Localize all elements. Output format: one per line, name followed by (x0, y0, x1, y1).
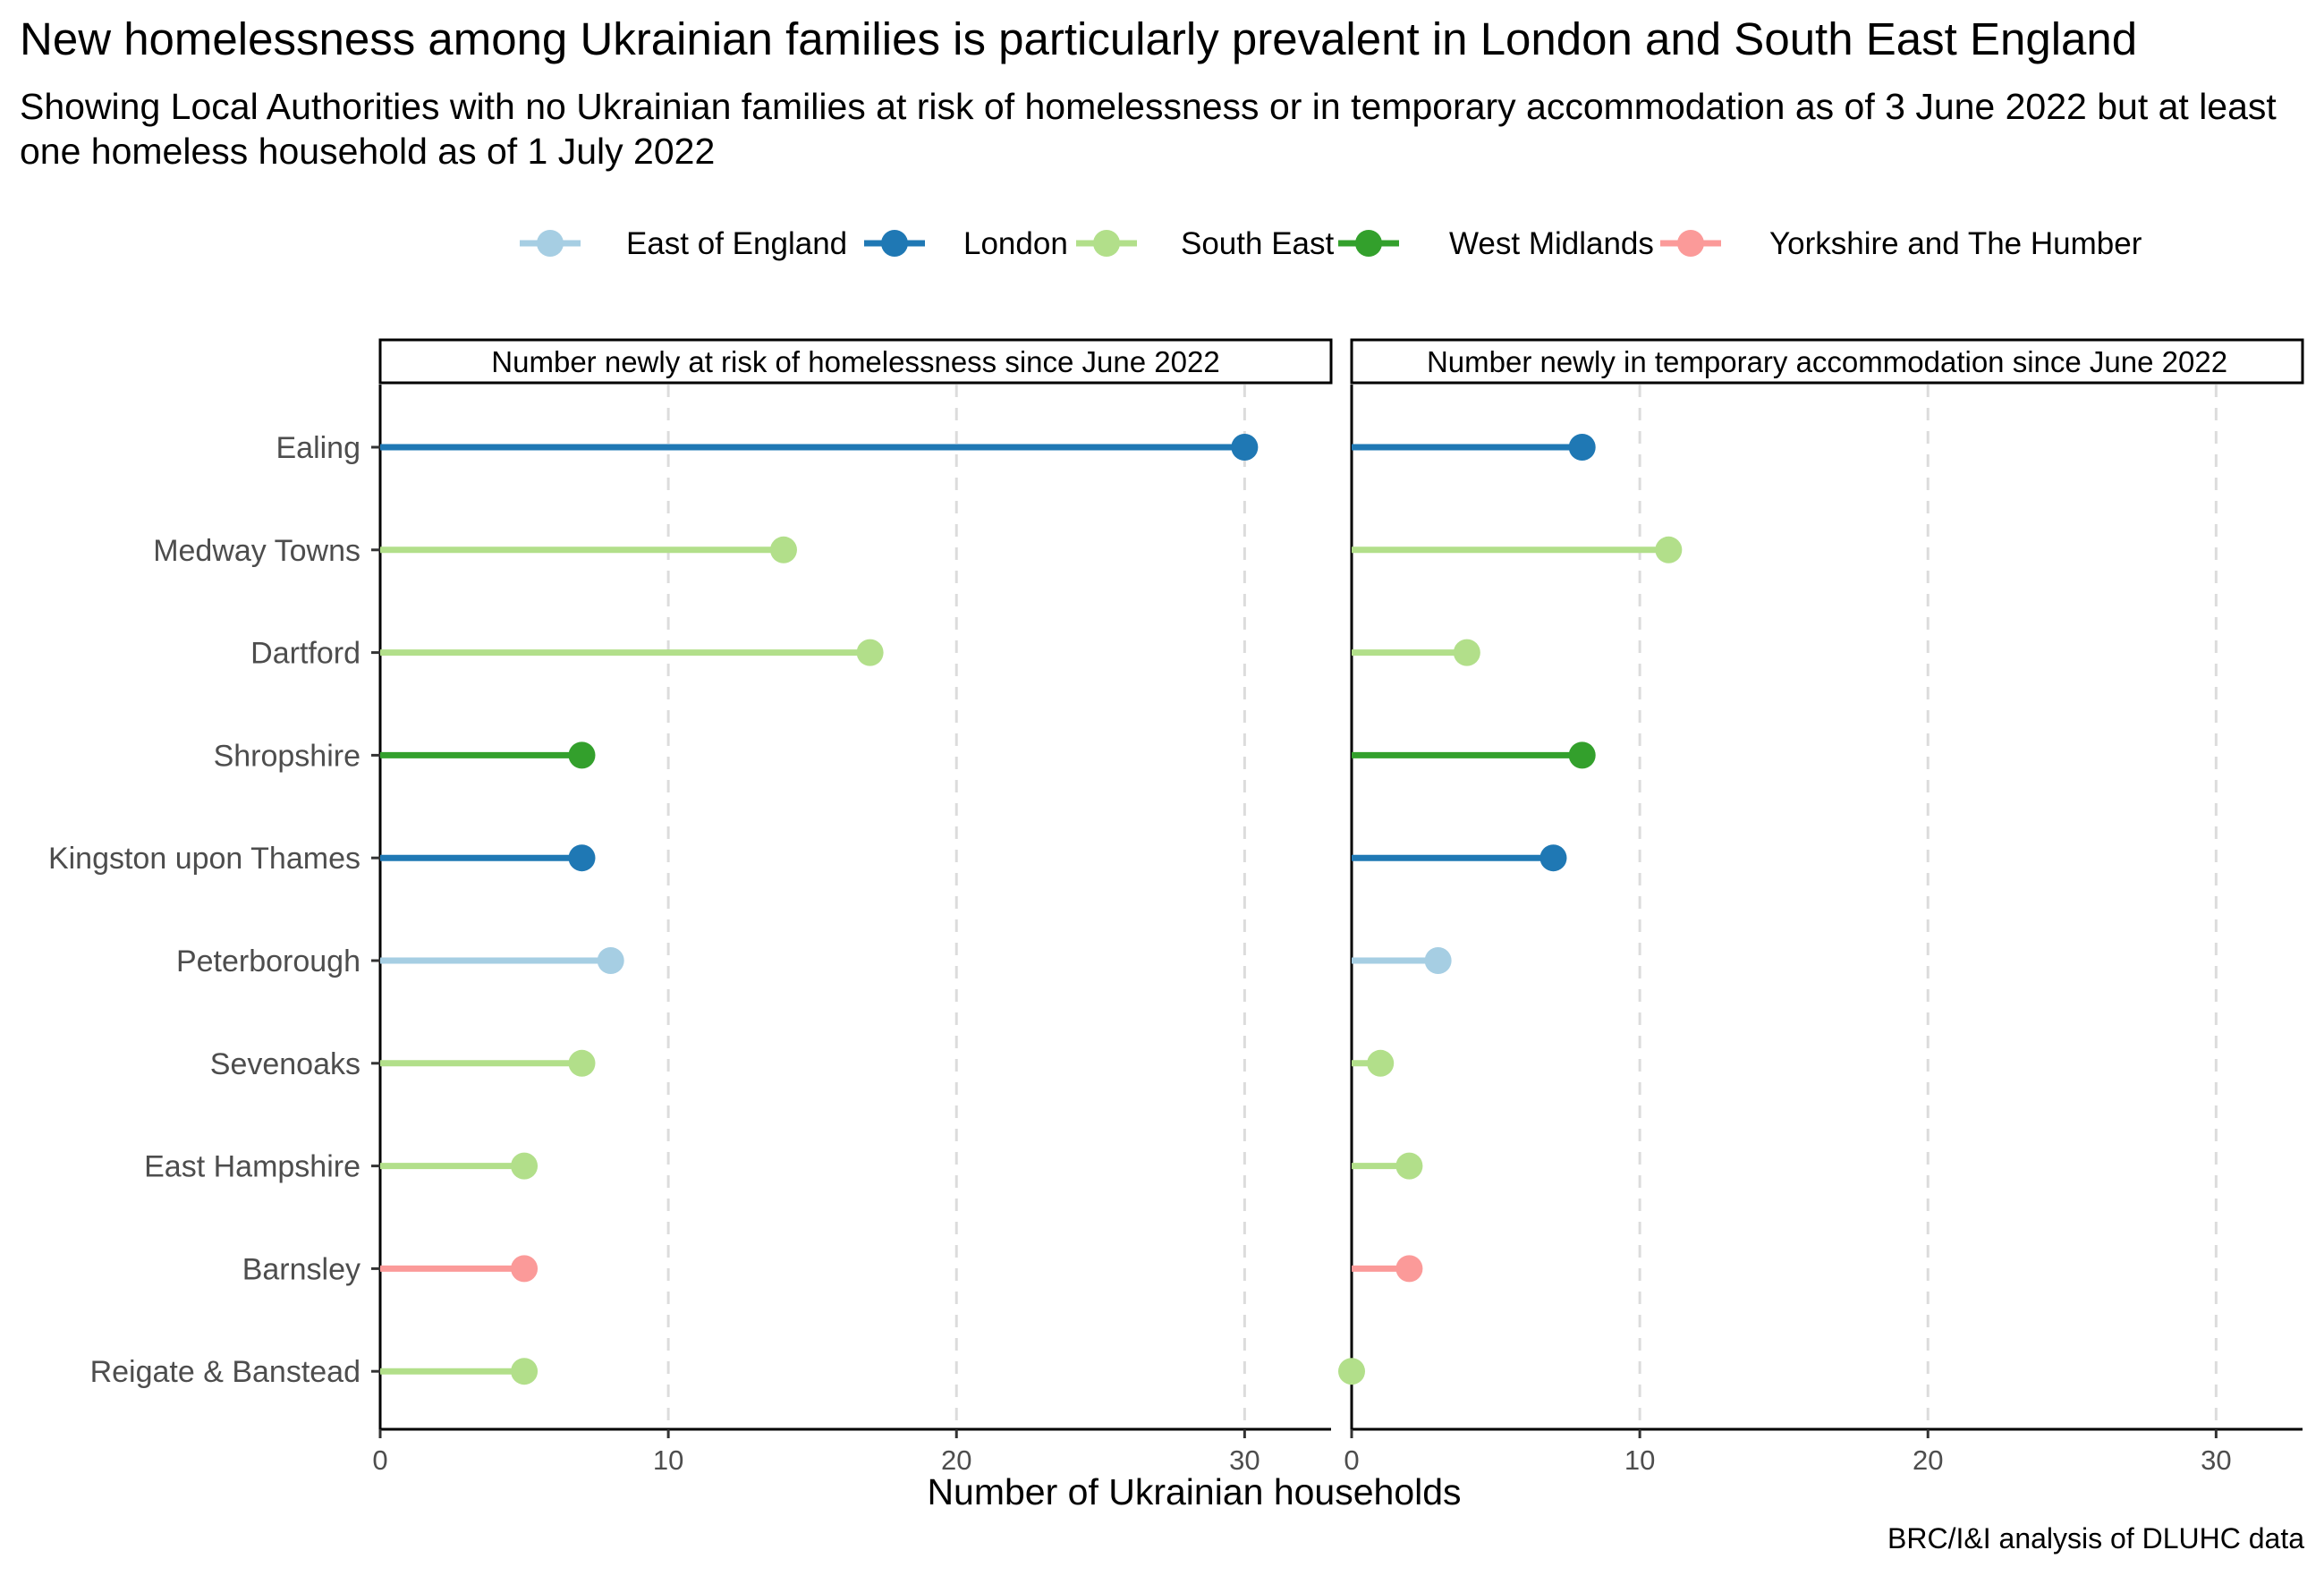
y-category-label-7: East Hampshire (144, 1150, 360, 1184)
x-tick-label-1-3: 30 (2201, 1444, 2231, 1476)
legend-key-dot-1 (881, 230, 908, 257)
lollipop-point-1-1 (1655, 536, 1683, 563)
lollipop-point-1-4 (1539, 844, 1567, 872)
y-category-label-0: Ealing (276, 431, 360, 465)
legend-key-dot-3 (1355, 230, 1382, 257)
lollipop-point-0-2 (856, 639, 884, 666)
legend-key-dot-2 (1093, 230, 1120, 257)
lollipop-point-0-8 (511, 1255, 539, 1283)
lollipop-point-1-8 (1395, 1255, 1423, 1283)
lollipop-point-0-9 (511, 1358, 539, 1385)
x-tick-label-1-1: 10 (1624, 1444, 1655, 1476)
panel-strip-1 (1350, 338, 2304, 385)
lollipop-point-1-0 (1568, 434, 1596, 461)
y-category-label-5: Peterborough (176, 944, 360, 978)
legend-label-3: West Midlands (1449, 226, 1654, 261)
lollipop-point-0-5 (597, 947, 624, 974)
y-category-label-4: Kingston upon Thames (48, 842, 360, 876)
panel-title-1: Number newly in temporary accommodation … (1427, 345, 2227, 378)
lollipop-point-1-3 (1568, 741, 1596, 769)
legend-label-2: South East (1181, 226, 1334, 261)
lollipop-point-1-9 (1338, 1358, 1365, 1385)
lollipop-point-0-1 (769, 536, 797, 563)
x-tick-label-1-2: 20 (1913, 1444, 1943, 1476)
legend-label-4: Yorkshire and The Humber (1769, 226, 2142, 261)
lollipop-point-1-7 (1395, 1152, 1423, 1180)
y-category-label-3: Shropshire (214, 739, 360, 773)
chart-title: New homelessness among Ukrainian familie… (20, 13, 2138, 64)
x-tick-label-0-2: 20 (941, 1444, 971, 1476)
chart-caption: BRC/I&I analysis of DLUHC data (1887, 1522, 2304, 1554)
lollipop-point-0-3 (568, 741, 596, 769)
panel-strip-0 (378, 338, 1333, 385)
legend-label-1: London (963, 226, 1068, 261)
y-category-label-8: Barnsley (242, 1252, 360, 1286)
y-category-label-2: Dartford (250, 637, 360, 671)
x-tick-label-0-1: 10 (653, 1444, 683, 1476)
lollipop-point-1-6 (1367, 1049, 1395, 1077)
legend-label-0: East of England (626, 226, 847, 261)
chart-subtitle: Showing Local Authorities with no Ukrain… (20, 86, 2277, 172)
panel-title-0: Number newly at risk of homelessness sin… (491, 345, 1219, 378)
lollipop-point-0-6 (568, 1049, 596, 1077)
lollipop-point-0-4 (568, 844, 596, 872)
legend-key-dot-0 (537, 230, 564, 257)
lollipop-point-0-0 (1231, 434, 1259, 461)
lollipop-point-1-2 (1453, 639, 1480, 666)
y-category-label-6: Sevenoaks (210, 1047, 360, 1081)
legend-key-dot-4 (1677, 230, 1704, 257)
lollipop-point-0-7 (511, 1152, 539, 1180)
x-axis-title: Number of Ukrainian households (927, 1471, 1461, 1512)
x-tick-label-0-3: 30 (1229, 1444, 1260, 1476)
x-tick-label-1-0: 0 (1344, 1444, 1359, 1476)
x-tick-label-0-0: 0 (372, 1444, 387, 1476)
y-category-label-9: Reigate & Banstead (90, 1355, 360, 1389)
y-category-label-1: Medway Towns (153, 534, 360, 568)
lollipop-point-1-5 (1424, 947, 1452, 974)
